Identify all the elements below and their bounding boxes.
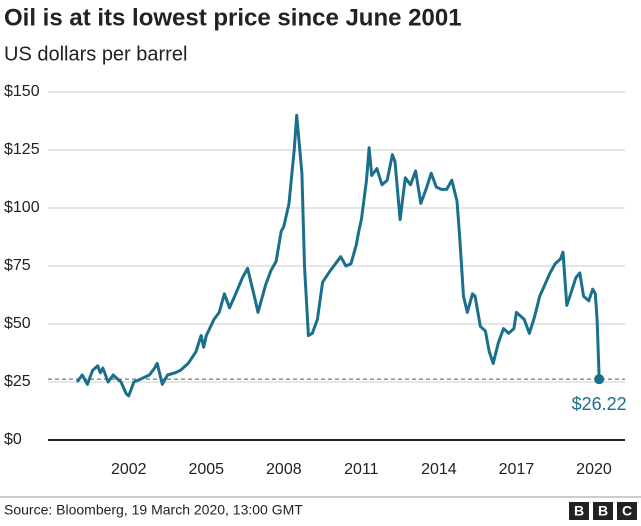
logo-box (569, 502, 589, 520)
y-tick-label: $125 (4, 141, 40, 158)
logo-box (593, 502, 613, 520)
source: Source: Bloomberg, 19 March 2020, 13:00 … (4, 502, 303, 518)
y-tick-label: $75 (4, 257, 31, 274)
y-tick-label: $0 (4, 431, 22, 448)
x-tick-label: 2005 (188, 461, 224, 478)
chart-title: Oil is at its lowest price since June 20… (4, 4, 462, 31)
end-label: $26.22 (572, 394, 627, 414)
logo-letter: B (574, 503, 584, 519)
x-tick-label: 2014 (421, 461, 457, 478)
end-point (594, 374, 605, 385)
y-tick-label: $100 (4, 199, 40, 216)
x-tick-label: 2011 (344, 461, 379, 478)
y-tick-label: $150 (4, 83, 40, 100)
x-tick-label: 2020 (576, 461, 612, 478)
x-tick-label: 2008 (266, 461, 302, 478)
y-tick-label: $50 (4, 315, 31, 332)
logo-letter: B (598, 503, 608, 519)
y-tick-label: $25 (4, 373, 31, 390)
price-line (75, 113, 601, 398)
x-tick-label: 2017 (499, 461, 535, 478)
logo-letter: C (622, 503, 632, 519)
x-tick-label: 2002 (111, 461, 147, 478)
logo-box (617, 502, 637, 520)
chart-subtitle: US dollars per barrel (4, 43, 187, 65)
